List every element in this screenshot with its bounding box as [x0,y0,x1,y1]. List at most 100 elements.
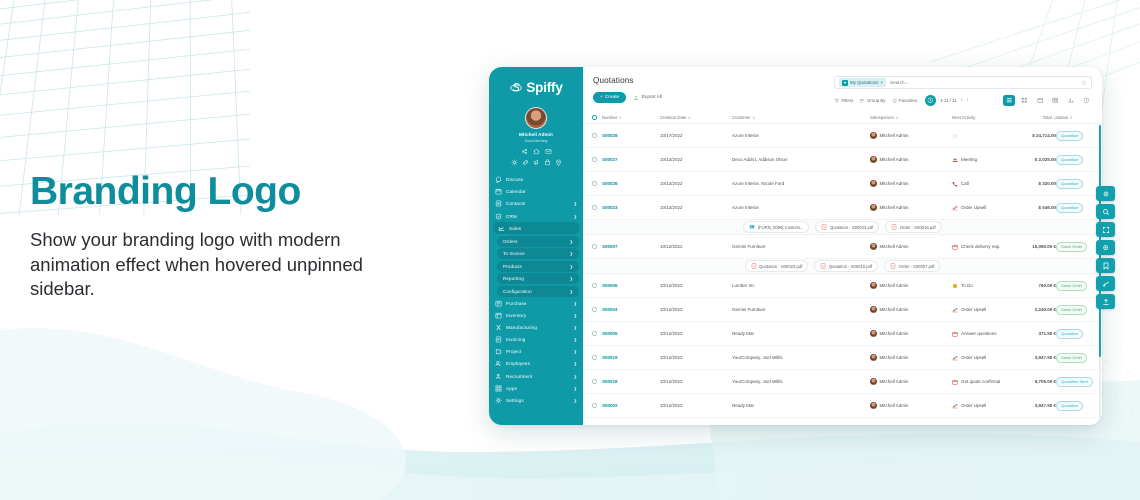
column-header-total[interactable]: Total ⇅ [1000,115,1056,120]
row-select[interactable] [592,181,602,186]
sidebar-item-sales[interactable]: Sales ⱟ [493,222,579,234]
link-icon[interactable] [522,159,529,166]
row-select[interactable] [592,355,602,360]
sidebar-subitem-reporting[interactable]: Reporting ❯ [497,273,579,284]
sidebar-item-purchase[interactable]: Purchase ❯ [489,297,583,309]
attachment-chip[interactable]: A Order - S00016.pdf [885,221,941,232]
dock-button-bookmark[interactable] [1096,258,1115,273]
sidebar-item-invoicing[interactable]: Invoicing ❯ [489,334,583,346]
dock-button-settings-gear[interactable] [1096,186,1115,201]
sidebar-subitem-products[interactable]: Products ❯ [497,261,579,272]
create-button[interactable]: + Create [593,92,626,103]
dock-button-fullscreen[interactable] [1096,222,1115,237]
sidebar-item-crm[interactable]: CRM ❯ [489,210,583,222]
table-row[interactable]: S00027 10/13/2022 Deco Addict, Addison Ols… [583,148,1102,172]
prev-page-button[interactable]: ‹ [961,97,963,103]
graph-view-icon[interactable] [1065,95,1077,107]
cell-number[interactable]: S00028 [602,133,660,138]
filters-button[interactable]: Filters [834,98,853,104]
group-by-button[interactable]: Group By [859,98,885,104]
sidebar-item-recruitment[interactable]: Recruitment ❯ [489,370,583,382]
row-select[interactable] [592,403,602,408]
sidebar-subitem-orders[interactable]: Orders ❯ [497,236,579,247]
clock-icon[interactable] [925,95,936,106]
row-select[interactable] [592,379,602,384]
table-row[interactable]: S00019 10/12/2022 YourCompany, Joel Willis… [583,346,1102,370]
row-select[interactable] [592,283,602,288]
dock-button-theme[interactable] [1096,276,1115,291]
sidebar-item-contacts[interactable]: Contacts ❯ [489,198,583,210]
sidebar-item-employees[interactable]: Employees ❯ [489,358,583,370]
pivot-view-icon[interactable] [1050,95,1062,107]
row-select[interactable] [592,205,602,210]
table-row[interactable]: S00018 10/12/2022 YourCompany, Joel Willis… [583,370,1102,394]
attachment-chip[interactable]: A Quotation - S00023.pdf [745,260,809,271]
column-header-customer[interactable]: Customer ⇅ [732,115,870,120]
table-row[interactable]: S00002 10/12/2022 Ready Mat Mitchell Admin O… [583,394,1102,418]
dock-button-export[interactable] [1096,294,1115,309]
table-row[interactable]: S00004 10/12/2022 Gemini Furniture Mitchell… [583,298,1102,322]
table-row[interactable]: S00023 10/13/2022 Azure Interior Mitchell A… [583,196,1102,220]
next-page-button[interactable]: › [967,97,969,103]
column-header-salesperson[interactable]: Salesperson ⇅ [870,115,952,120]
cell-number[interactable]: S00026 [602,181,660,186]
table-row[interactable]: S00028 10/17/2022 Azure Interior Mitchell A… [583,124,1102,148]
table-row[interactable]: S00006 10/12/2022 Lumber Inc Mitchell Admin… [583,274,1102,298]
avatar-wrapper[interactable] [489,107,583,129]
row-select[interactable] [592,331,602,336]
basket-icon[interactable] [544,159,551,166]
cell-number[interactable]: S00007 [602,244,660,249]
cell-number[interactable]: S00002 [602,403,660,408]
column-header-status[interactable]: Status ⇅ [1056,115,1096,120]
attachment-chip[interactable]: [FURN_0096] Customi... [743,221,809,232]
sidebar-subitem-configuration[interactable]: Configuration ❯ [497,286,579,297]
brand-logo[interactable]: Spiffy [489,75,583,100]
dock-button-search[interactable] [1096,204,1115,219]
megaphone-icon[interactable] [533,159,540,166]
select-all-cell[interactable] [592,115,602,120]
sidebar-item-calendar[interactable]: Calendar [489,186,583,198]
attachment-chip[interactable]: A Quotation - S00010.pdf [814,260,878,271]
cell-number[interactable]: S00027 [602,157,660,162]
sidebar-item-inventory[interactable]: Inventory ❯ [489,309,583,321]
calendar-view-icon[interactable] [1034,95,1046,107]
row-select[interactable] [592,307,602,312]
kanban-view-icon[interactable] [1019,95,1031,107]
search-icon[interactable] [1081,80,1087,86]
activity-view-icon[interactable] [1081,95,1093,107]
cell-number[interactable]: S00005 [602,331,660,336]
attachment-chip[interactable]: A Quotation - S00023.pdf [815,221,879,232]
pin-icon[interactable] [555,159,562,166]
favorites-button[interactable]: Favorites [892,98,918,104]
home-icon[interactable] [533,148,540,155]
sun-icon[interactable] [511,159,518,166]
row-select[interactable] [592,157,602,162]
share-icon[interactable] [521,148,528,155]
export-all-button[interactable]: Export All [633,95,662,101]
cell-number[interactable]: S00006 [602,283,660,288]
table-row[interactable]: S00026 10/13/2022 Azure Interior, Nicole F… [583,172,1102,196]
sidebar-item-manufacturing[interactable]: Manufacturing ❯ [489,321,583,333]
list-view-icon[interactable] [1003,95,1015,107]
search-input[interactable] [890,80,1077,85]
column-header-number[interactable]: Number ⇅ [602,115,660,120]
sidebar-item-discuss[interactable]: Discuss [489,174,583,186]
cell-number[interactable]: S00019 [602,355,660,360]
active-filter-chip[interactable]: My Quotations × [839,78,886,87]
column-header-next-activity[interactable]: Next Activity [952,115,1000,120]
dock-button-zoom[interactable] [1096,240,1115,255]
table-row[interactable]: S00005 10/12/2022 Ready Mat Mitchell Admin A… [583,322,1102,346]
table-row[interactable]: S00007 10/12/2022 Gemini Furniture Mitchell… [583,235,1102,259]
sidebar-item-apps[interactable]: Apps ❯ [489,382,583,394]
row-select[interactable] [592,133,602,138]
cell-number[interactable]: S00004 [602,307,660,312]
attachment-chip[interactable]: A Order - S00007.pdf [884,260,940,271]
sidebar-subitem-to-invoice[interactable]: To Invoice ❯ [497,248,579,259]
search-bar[interactable]: My Quotations × [834,76,1092,89]
cell-number[interactable]: S00018 [602,379,660,384]
sidebar-item-project[interactable]: Project ❯ [489,346,583,358]
column-header-creation-date[interactable]: Creation Date ⇅ [660,115,732,120]
close-icon[interactable]: × [880,80,883,85]
cell-number[interactable]: S00023 [602,205,660,210]
mail-icon[interactable] [545,148,552,155]
